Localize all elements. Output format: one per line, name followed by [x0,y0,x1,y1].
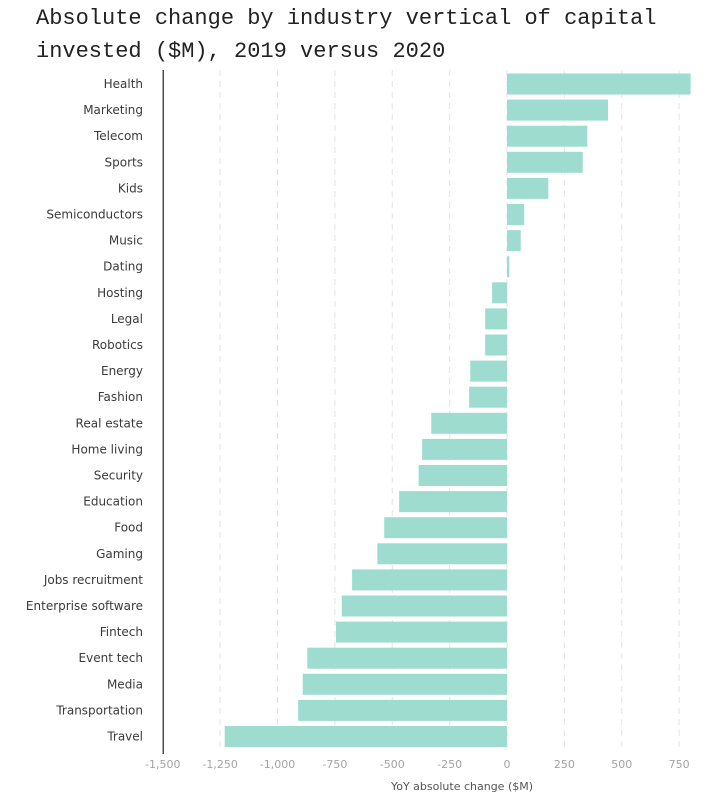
bar-transportation [298,699,507,721]
category-label: Jobs recruitment [43,573,143,587]
x-tick-label: -1,250 [202,758,237,771]
bar-dating [507,256,510,278]
bar-sports [507,151,583,173]
x-axis-title: YoY absolute change ($M) [390,780,533,793]
bar-robotics [485,334,507,356]
category-label: Hosting [97,286,143,300]
x-tick-label: -1,500 [145,758,180,771]
bar-jobs-recruitment [352,569,507,591]
bar-telecom [507,125,588,147]
category-label: Marketing [83,103,143,117]
bar-security [418,465,507,486]
tick-labels: -1,500 -1,250 -1,000 -750 -500 -250 0 250 500 750 [145,758,690,771]
bar-kids [507,177,549,199]
category-label: Food [114,521,143,535]
bar-fashion [469,386,507,408]
x-tick-label: -250 [437,758,462,771]
x-tick-label: 250 [554,758,575,771]
chart-title: Absolute change by industry vertical of … [36,6,670,64]
x-tick-label: -1,000 [260,758,295,771]
category-label: Health [104,77,143,91]
x-tick-label: -500 [380,758,405,771]
category-label: Fashion [98,390,143,404]
category-label: Robotics [92,338,143,352]
bar-food [384,517,507,539]
bar-legal [485,308,507,330]
category-label: Sports [105,155,143,169]
bar-gaming [377,543,507,565]
x-tick-label: 750 [669,758,690,771]
bar-education [399,491,507,513]
category-label: Home living [71,442,143,456]
bar-health [507,73,691,95]
bar-hosting [492,282,507,304]
bar-energy [470,360,507,382]
category-label: Gaming [96,547,143,561]
category-label: Media [107,677,143,691]
category-label: Transportation [55,703,143,717]
x-tick-label: 0 [504,758,511,771]
category-label: Enterprise software [26,599,143,613]
category-label: Fintech [100,625,143,639]
bar-marketing [507,99,608,121]
category-label: Legal [111,312,143,326]
bar-travel [224,726,507,747]
bar-real-estate [431,412,507,434]
bar-enterprise-software [341,595,507,617]
bar-fintech [336,621,507,643]
category-label: Dating [103,260,143,274]
bars [224,73,691,747]
bar-event-tech [307,647,507,669]
category-label: Security [94,469,143,483]
bar-home-living [422,438,507,460]
bar-music [507,230,521,252]
bar-semiconductors [507,204,525,225]
bar-media [302,673,507,695]
category-label: Energy [101,364,143,378]
category-label: Music [109,234,143,248]
category-label: Education [83,495,143,509]
x-tick-label: -750 [322,758,347,771]
category-label: Travel [106,730,143,744]
category-label: Kids [118,181,143,195]
category-label: Semiconductors [46,208,143,222]
category-label: Real estate [76,416,143,430]
category-label: Telecom [93,129,143,143]
x-tick-label: 500 [611,758,632,771]
category-labels: Health Marketing Telecom Sports Kids Semicond… [26,77,143,744]
category-label: Event tech [79,651,143,665]
